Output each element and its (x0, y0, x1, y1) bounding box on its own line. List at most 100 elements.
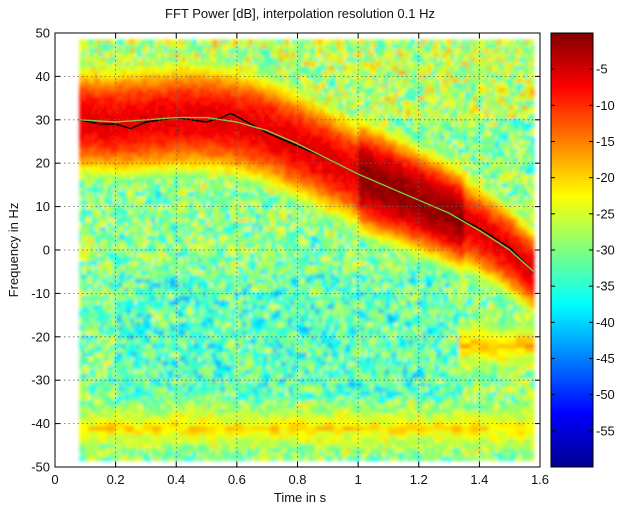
heatmap-cell (115, 169, 120, 175)
heatmap-cell (85, 447, 89, 453)
heatmap-cell (85, 130, 89, 136)
heatmap-cell (94, 295, 99, 301)
heatmap-cell (88, 265, 92, 271)
heatmap-cell (97, 399, 102, 405)
heatmap-cell (121, 252, 126, 258)
heatmap-cell (176, 378, 180, 383)
heatmap-cell (91, 178, 96, 184)
heatmap-cell (215, 113, 220, 119)
heatmap-cell (145, 217, 150, 223)
heatmap-cell (124, 65, 129, 71)
heatmap-cell (224, 321, 229, 327)
heatmap-cell (88, 404, 92, 410)
heatmap-cell (136, 360, 141, 366)
heatmap-cell (82, 404, 86, 410)
heatmap-cell (106, 247, 111, 253)
heatmap-cell (155, 69, 159, 75)
heatmap-cell (167, 365, 171, 370)
heatmap-cell (173, 191, 177, 197)
heatmap-cell (152, 373, 156, 379)
heatmap-cell (209, 308, 214, 314)
heatmap-cell (173, 69, 177, 75)
heatmap-cell (179, 65, 183, 71)
heatmap-cell (194, 82, 199, 88)
heatmap-cell (173, 347, 177, 353)
heatmap-cell (100, 451, 105, 457)
heatmap-cell (85, 312, 89, 318)
heatmap-cell (82, 69, 86, 75)
heatmap-cell (170, 386, 174, 392)
heatmap-cell (94, 78, 99, 84)
heatmap-cell (112, 308, 117, 314)
heatmap-cell (124, 347, 129, 353)
heatmap-cell (124, 404, 129, 410)
heatmap-cell (148, 404, 153, 410)
heatmap-cell (185, 312, 189, 318)
heatmap-cell (155, 408, 159, 414)
heatmap-cell (170, 152, 174, 158)
heatmap-cell (167, 217, 171, 223)
heatmap-cell (167, 143, 171, 149)
heatmap-cell (164, 230, 168, 236)
heatmap-cell (185, 108, 189, 114)
heatmap-cell (221, 65, 226, 71)
heatmap-cell (118, 226, 123, 232)
heatmap-cell (121, 43, 126, 49)
heatmap-cell (94, 165, 99, 171)
heatmap-cell (179, 234, 183, 240)
heatmap-cell (218, 208, 223, 214)
heatmap-cell (227, 143, 232, 149)
heatmap-cell (227, 304, 232, 310)
heatmap-cell (173, 338, 177, 344)
heatmap-cell (82, 447, 86, 453)
heatmap-cell (191, 39, 196, 45)
heatmap-cell (85, 321, 89, 327)
heatmap-cell (118, 360, 123, 366)
heatmap-cell (115, 412, 120, 418)
heatmap-cell (97, 451, 102, 457)
heatmap-cell (145, 230, 150, 236)
heatmap-cell (164, 100, 168, 106)
heatmap-cell (218, 321, 223, 327)
heatmap-cell (91, 291, 96, 297)
heatmap-cell (176, 174, 180, 179)
heatmap-cell (182, 325, 186, 331)
heatmap-cell (200, 117, 205, 123)
heatmap-cell (127, 91, 132, 97)
heatmap-cell (100, 312, 105, 318)
heatmap-cell (158, 230, 162, 236)
heatmap-cell (130, 148, 135, 153)
heatmap-cell (148, 308, 153, 314)
heatmap-cell (136, 347, 141, 353)
heatmap-cell (212, 425, 217, 431)
heatmap-cell (82, 399, 86, 405)
heatmap-cell (136, 447, 141, 453)
heatmap-cell (106, 347, 111, 353)
heatmap-cell (106, 286, 111, 292)
heatmap-cell (155, 451, 159, 457)
heatmap-cell (227, 291, 232, 297)
heatmap-cell (145, 347, 150, 353)
heatmap-cell (197, 330, 202, 336)
heatmap-cell (79, 69, 83, 75)
heatmap-cell (203, 191, 208, 197)
heatmap-cell (158, 299, 162, 305)
heatmap-cell (191, 91, 196, 97)
heatmap-cell (227, 234, 232, 240)
heatmap-cell (200, 234, 205, 240)
heatmap-cell (82, 65, 86, 71)
heatmap-cell (88, 178, 92, 184)
heatmap-cell (212, 278, 217, 284)
heatmap-cell (94, 100, 99, 106)
heatmap-cell (164, 104, 168, 110)
heatmap-cell (145, 52, 150, 58)
heatmap-cell (230, 87, 235, 93)
heatmap-cell (133, 130, 138, 136)
heatmap-cell (227, 87, 232, 93)
heatmap-cell (161, 48, 165, 54)
heatmap-cell (221, 48, 226, 54)
heatmap-cell (158, 273, 162, 279)
heatmap-cell (179, 148, 183, 153)
heatmap-cell (227, 278, 232, 284)
heatmap-cell (148, 395, 153, 401)
